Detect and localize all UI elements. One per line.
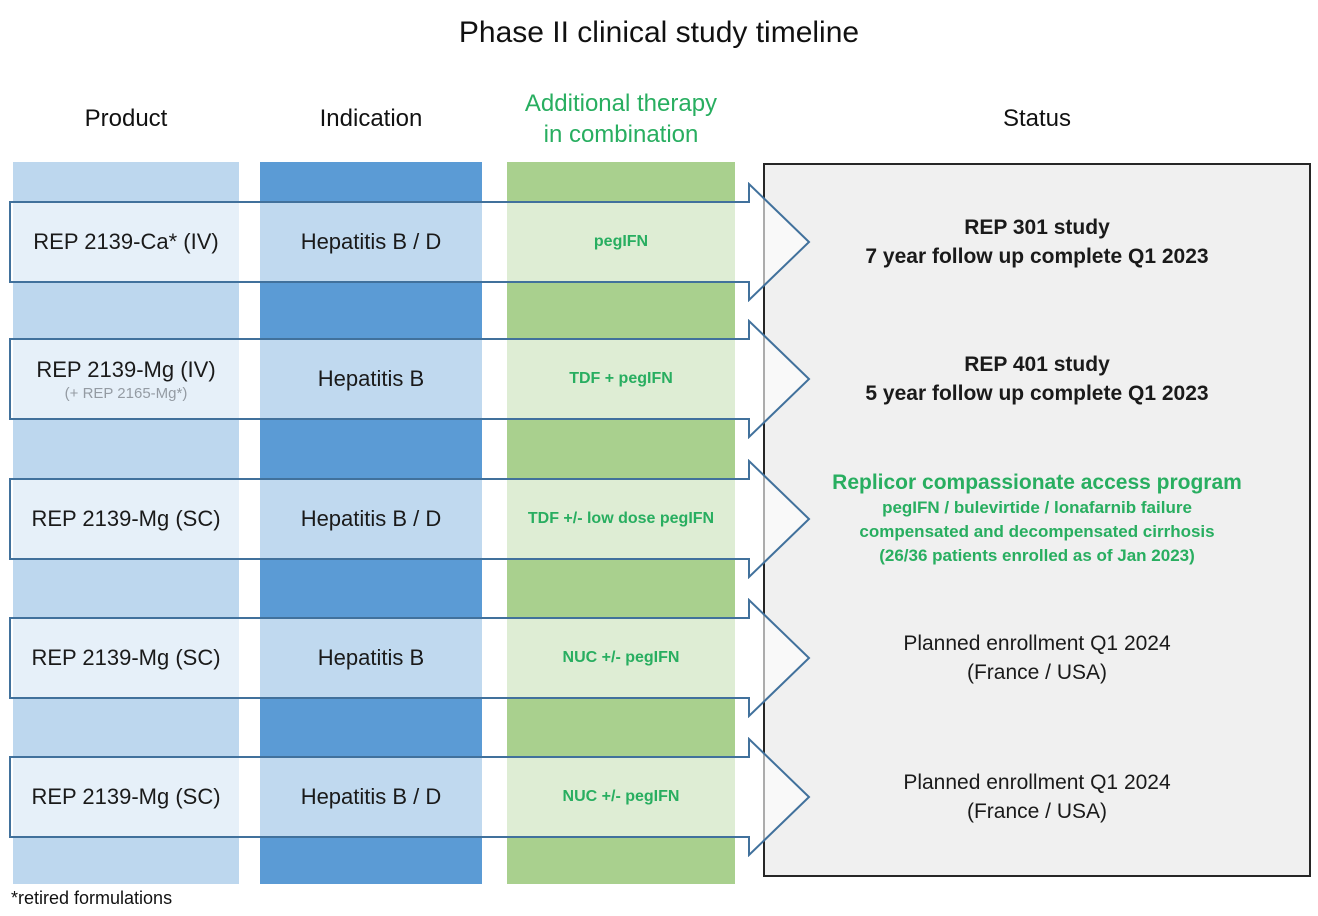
product-label: REP 2139-Mg (SC) (31, 784, 221, 809)
therapy-cell: TDF + pegIFN (507, 339, 735, 419)
status-line: REP 401 study (964, 353, 1110, 376)
column-header-product: Product (84, 105, 168, 132)
indication-cell: Hepatitis B (260, 339, 482, 419)
therapy-cell: NUC +/- pegIFN (507, 618, 735, 698)
right-arrow-icon (9, 598, 811, 718)
product-label: REP 2139-Ca* (IV) (33, 229, 219, 254)
therapy-label: NUC +/- pegIFN (562, 649, 680, 666)
right-arrow-icon (9, 182, 811, 302)
indication-cell: Hepatitis B (260, 618, 482, 698)
page-title: Phase II clinical study timeline (458, 16, 860, 49)
product-label: REP 2139-Mg (IV) (36, 356, 216, 382)
product-label: REP 2139-Mg (SC) (31, 645, 221, 670)
product-cell: REP 2139-Ca* (IV) (13, 202, 239, 282)
status-line: 7 year follow up complete Q1 2023 (865, 245, 1209, 268)
therapy-cell: pegIFN (507, 202, 735, 282)
indication-label: Hepatitis B / D (300, 506, 442, 531)
column-header-therapy-line2: in combination (543, 121, 699, 148)
therapy-cell: TDF +/- low dose pegIFN (507, 479, 735, 559)
indication-label: Hepatitis B / D (300, 784, 442, 809)
product-cell: REP 2139-Mg (SC) (13, 757, 239, 837)
status-cell: REP 301 study 7 year follow up complete … (763, 182, 1311, 302)
status-cell: Replicor compassionate access program pe… (763, 459, 1311, 579)
column-header-indication: Indication (319, 105, 423, 132)
indication-cell: Hepatitis B / D (260, 479, 482, 559)
product-label: REP 2139-Mg (SC) (31, 506, 221, 531)
status-line: REP 301 study (964, 216, 1110, 239)
indication-label: Hepatitis B / D (300, 229, 442, 254)
status-line: Planned enrollment Q1 2024 (903, 632, 1171, 655)
therapy-cell: NUC +/- pegIFN (507, 757, 735, 837)
status-line: (26/36 patients enrolled as of Jan 2023) (879, 546, 1195, 565)
status-cell: REP 401 study 5 year follow up complete … (763, 319, 1311, 439)
status-line: pegIFN / bulevirtide / lonafarnib failur… (882, 498, 1192, 517)
therapy-label: pegIFN (593, 233, 649, 250)
status-line: compensated and decompensated cirrhosis (859, 522, 1215, 541)
indication-label: Hepatitis B (317, 645, 425, 670)
therapy-label: NUC +/- pegIFN (562, 788, 680, 805)
status-title: Replicor compassionate access program (832, 471, 1242, 494)
column-header-status: Status (1002, 105, 1072, 132)
therapy-label: TDF +/- low dose pegIFN (527, 510, 715, 527)
status-cell: Planned enrollment Q1 2024 (France / USA… (763, 598, 1311, 718)
indication-cell: Hepatitis B / D (260, 757, 482, 837)
right-arrow-icon (9, 319, 811, 439)
footnote: *retired formulations (11, 888, 173, 908)
column-header-therapy-line1: Additional therapy (524, 90, 718, 117)
status-line: (France / USA) (966, 800, 1108, 823)
product-cell: REP 2139-Mg (SC) (13, 479, 239, 559)
status-cell: Planned enrollment Q1 2024 (France / USA… (763, 737, 1311, 857)
status-line: 5 year follow up complete Q1 2023 (865, 382, 1209, 405)
product-cell: REP 2139-Mg (SC) (13, 618, 239, 698)
status-line: (France / USA) (966, 661, 1108, 684)
product-sublabel: (+ REP 2165-Mg*) (64, 384, 188, 402)
status-line: Planned enrollment Q1 2024 (903, 771, 1171, 794)
right-arrow-icon (9, 737, 811, 857)
product-cell: REP 2139-Mg (IV) (+ REP 2165-Mg*) (13, 339, 239, 419)
indication-cell: Hepatitis B / D (260, 202, 482, 282)
therapy-label: TDF + pegIFN (569, 370, 673, 387)
indication-label: Hepatitis B (317, 366, 425, 391)
status-panel (763, 163, 1311, 877)
right-arrow-icon (9, 459, 811, 579)
column-header-additional-therapy: Additional therapy in combination (500, 88, 742, 150)
